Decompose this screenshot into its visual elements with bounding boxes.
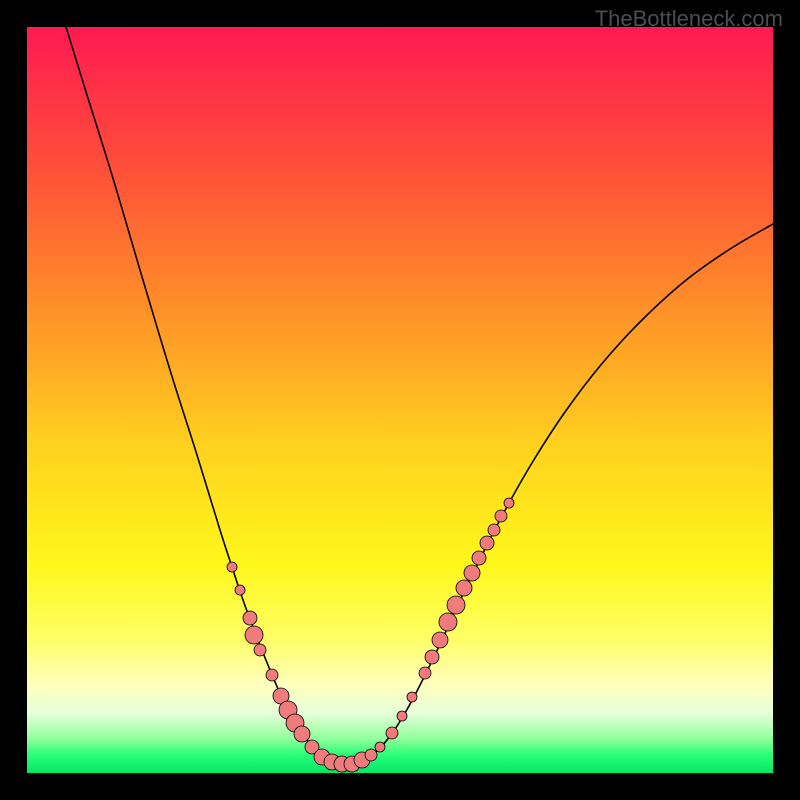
data-marker <box>375 742 385 752</box>
data-marker <box>227 562 237 572</box>
data-marker <box>495 510 507 522</box>
data-marker <box>397 711 407 721</box>
data-marker <box>439 613 457 631</box>
data-marker <box>425 650 439 664</box>
data-marker <box>243 611 257 625</box>
data-marker <box>365 749 377 761</box>
data-marker <box>386 727 398 739</box>
data-marker <box>480 536 494 550</box>
chart-root: TheBottleneck.com <box>0 0 800 800</box>
data-marker <box>464 565 480 581</box>
plot-area <box>27 27 773 773</box>
data-marker <box>456 580 472 596</box>
data-marker <box>266 669 278 681</box>
data-marker <box>472 551 486 565</box>
bottleneck-curve <box>66 27 773 766</box>
data-marker <box>245 626 263 644</box>
watermark-text: TheBottleneck.com <box>595 6 783 32</box>
data-marker <box>254 644 266 656</box>
data-marker <box>235 585 245 595</box>
data-marker <box>447 596 465 614</box>
data-marker <box>419 667 431 679</box>
data-marker <box>432 632 448 648</box>
data-marker <box>504 498 514 508</box>
data-marker <box>488 524 500 536</box>
plot-svg <box>27 27 773 773</box>
data-marker <box>294 726 310 742</box>
data-marker <box>407 692 417 702</box>
